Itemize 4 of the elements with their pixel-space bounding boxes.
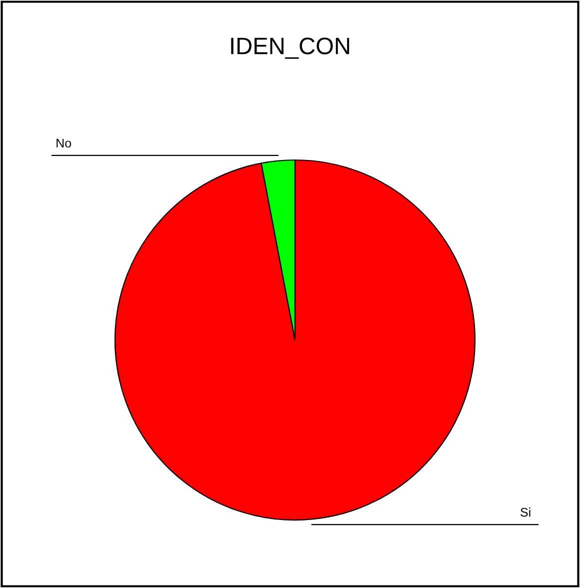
slice-label: Si	[520, 508, 530, 517]
chart-title: IDEN_CON	[231, 38, 350, 59]
slice-label: No	[56, 138, 72, 148]
pie-slice	[114, 159, 476, 521]
